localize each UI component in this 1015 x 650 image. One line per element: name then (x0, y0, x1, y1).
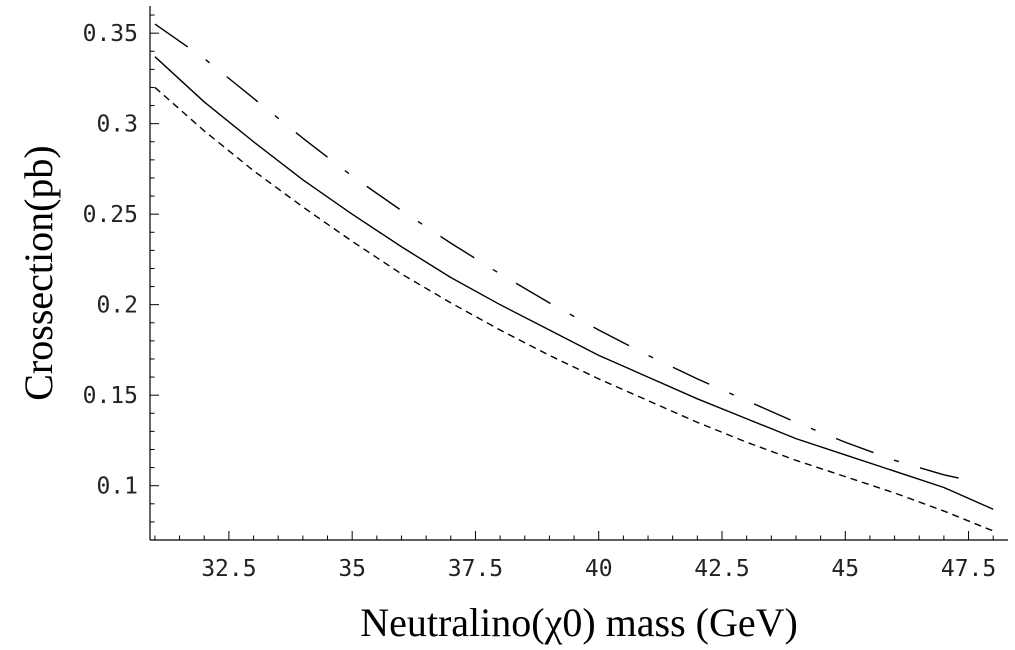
x-tick-label: 32.5 (201, 556, 256, 582)
series-line-long-dash-dot (154, 23, 969, 481)
x-tick-label: 40 (585, 556, 613, 582)
x-tick-label: 42.5 (694, 556, 749, 582)
x-axis-title: Neutralino(χ0) mass (GeV) (360, 600, 798, 645)
y-tick-label: 0.25 (83, 202, 138, 228)
x-tick-label: 37.5 (448, 556, 503, 582)
y-axis-title: Crossection(pb) (16, 145, 61, 401)
x-tick-label: 45 (831, 556, 859, 582)
series-line-solid (154, 56, 994, 510)
y-tick-label: 0.1 (96, 474, 138, 500)
labels-layer: Neutralino(χ0) mass (GeV) Crossection(pb… (16, 145, 798, 645)
y-tick-label: 0.2 (96, 293, 138, 319)
y-tick-label: 0.15 (83, 383, 138, 409)
y-tick-label: 0.3 (96, 112, 138, 138)
x-tick-label: 47.5 (941, 556, 996, 582)
x-tick-label: 35 (338, 556, 366, 582)
axes-layer: 32.5 35 37.5 40 42.5 45 47.5 0.1 0.15 0.2 0.25 0.3 0… (83, 6, 1008, 582)
series-line-short-dash (154, 86, 994, 532)
y-tick-label: 0.35 (83, 21, 138, 47)
series-layer (154, 23, 994, 532)
